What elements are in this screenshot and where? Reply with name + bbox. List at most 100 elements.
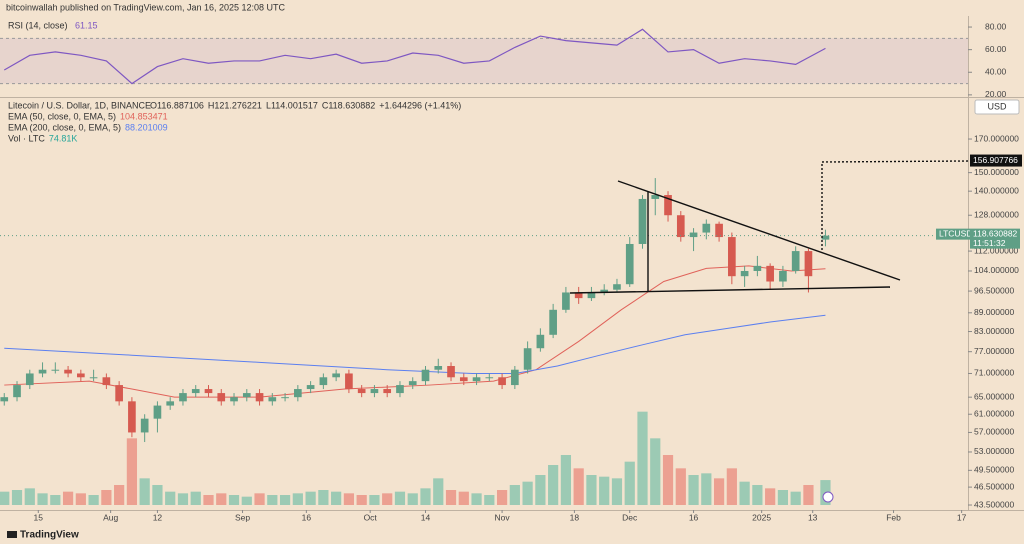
ema-line (4, 314, 826, 374)
volume-bar (548, 465, 559, 505)
volume-bar (331, 491, 342, 505)
candle-body (523, 348, 532, 370)
volume-bar (50, 495, 61, 505)
y-tick-label: 43.500000 (974, 499, 1014, 509)
rsi-tick-label: 20.00 (985, 89, 1007, 99)
candle-body (51, 369, 60, 371)
candle-body (77, 373, 85, 378)
candle-body (715, 223, 723, 238)
volume-bar (586, 475, 597, 505)
price-tag-countdown: 11:51:32 (973, 238, 1006, 248)
volume-bar (496, 490, 508, 505)
candle-body (204, 389, 213, 394)
candle-body (153, 405, 162, 419)
volume-bar (369, 495, 380, 505)
volume-bar (624, 461, 635, 505)
volume-bar (318, 490, 329, 505)
volume-bar (611, 478, 623, 505)
legend-name: EMA (50, close, 0, EMA, 5) (8, 111, 116, 121)
candle-body (702, 223, 711, 233)
candle-body (651, 195, 660, 199)
candle-body (447, 366, 455, 378)
volume-bar (471, 493, 482, 505)
volume-bar (713, 478, 725, 505)
x-tick-label: Sep (235, 512, 250, 522)
y-tick-label: 71.000000 (974, 368, 1014, 378)
volume-bar (37, 493, 48, 505)
candle-body (319, 377, 328, 386)
y-tick-label: 46.500000 (974, 481, 1014, 491)
volume-bar (241, 496, 252, 505)
candle-body (383, 389, 392, 394)
x-tick-label: Nov (495, 512, 511, 522)
volume-pane (0, 411, 831, 505)
x-tick-label: 15 (34, 512, 44, 522)
y-tick-label: 170.000000 (974, 133, 1019, 143)
volume-bar (509, 485, 520, 505)
candle-body (779, 270, 787, 282)
target-tag (970, 154, 1022, 167)
volume-bar (777, 490, 789, 505)
volume-bar (484, 495, 495, 505)
volume-bar (11, 490, 23, 505)
volume-bar (75, 493, 86, 505)
volume-bar (343, 493, 355, 505)
volume-bar (177, 493, 189, 505)
volume-bar (445, 490, 457, 505)
candle-body (766, 265, 774, 282)
publisher: bitcoinwallah published on TradingView.c… (6, 2, 286, 12)
y-tick-label: 61.000000 (974, 408, 1014, 418)
candle-body (89, 377, 98, 379)
candle-body (191, 389, 200, 394)
volume-value: 74.81K (49, 133, 78, 143)
candle-body (587, 292, 596, 299)
volume-bar (662, 455, 674, 505)
candle-body (625, 243, 634, 285)
volume-bar (726, 468, 737, 505)
rsi-tick-label: 80.00 (985, 21, 1007, 31)
x-tick-label: Aug (103, 512, 118, 522)
candle-body (421, 369, 430, 382)
candle-body (64, 369, 72, 374)
volume-bar (165, 491, 176, 505)
symbol: Litecoin / U.S. Dollar, 1D, BINANCE (8, 100, 151, 110)
ohlc-label: L114.001517 (266, 100, 318, 110)
price-tag-name: LTCUSD (939, 228, 972, 238)
volume-bar (356, 495, 367, 505)
volume-bar (752, 485, 763, 505)
y-tick-label: 112.000000 (974, 245, 1019, 255)
volume-bar (688, 475, 699, 505)
y-tick-label: 150.000000 (974, 167, 1019, 177)
candle-body (102, 377, 111, 386)
candle-body (345, 373, 353, 390)
volume-bar (420, 488, 431, 505)
x-tick-label: 17 (957, 512, 967, 522)
candle-body (306, 385, 315, 390)
volume-bar (650, 438, 661, 505)
ohlc-label: +1.644296 (+1.41%) (379, 100, 461, 110)
currency-button[interactable] (974, 99, 1020, 115)
trendline (569, 286, 891, 294)
volume-bar (560, 455, 572, 505)
currency[interactable]: USD (987, 101, 1007, 111)
candle-body (549, 309, 557, 335)
volume-bar (126, 438, 138, 505)
candle-body (332, 373, 340, 378)
volume-bar (394, 491, 406, 505)
y-tick-label: 53.000000 (974, 446, 1014, 456)
trendline (617, 180, 901, 281)
x-tick-label: 18 (570, 512, 580, 522)
price-tag-value: 118.630882 (973, 228, 1018, 238)
volume-bar (433, 478, 444, 505)
x-tick-label: Feb (886, 512, 901, 522)
add-button[interactable] (822, 491, 834, 503)
x-tick-label: 16 (689, 512, 699, 522)
rsi-value: 61.15 (75, 20, 98, 30)
volume-bar (573, 468, 584, 505)
candle-body (498, 377, 506, 386)
candle-body (13, 385, 21, 398)
candle-body (740, 270, 749, 277)
